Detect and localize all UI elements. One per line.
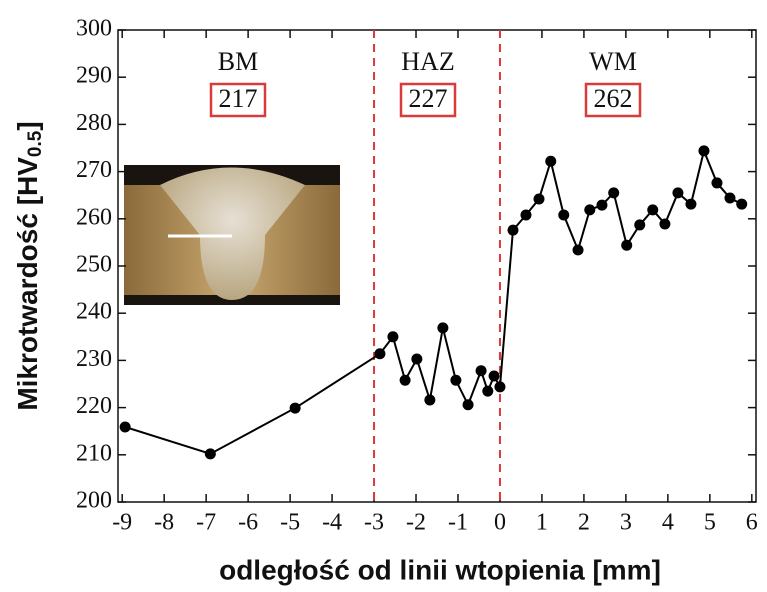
data-point	[672, 187, 684, 199]
data-point	[647, 204, 659, 216]
data-line	[124, 147, 743, 455]
x-tick-label: 3	[620, 510, 632, 536]
x-tick-label: 5	[704, 510, 716, 536]
x-tick-label: -4	[322, 510, 342, 536]
y-tick-label: 240	[76, 299, 112, 325]
data-point	[475, 365, 487, 377]
x-tick-label: 6	[746, 510, 758, 536]
zone-label: HAZ	[401, 47, 454, 76]
data-point	[374, 348, 386, 360]
zone-value: 227	[409, 84, 448, 113]
data-point	[584, 204, 596, 216]
zone-value-box	[209, 82, 267, 118]
y-axis-title: Mikrotwardość [HV0.5]	[12, 121, 46, 410]
data-point	[520, 209, 532, 221]
data-point	[698, 145, 710, 157]
data-point	[621, 239, 633, 251]
data-point	[462, 399, 474, 411]
data-point	[411, 353, 423, 365]
y-tick-label: 220	[76, 393, 112, 419]
x-tick-label: 4	[662, 510, 674, 536]
data-point	[711, 177, 723, 189]
inset-photo	[124, 165, 340, 305]
data-point	[736, 198, 748, 210]
x-tick-label: -9	[112, 510, 132, 536]
y-tick-label: 200	[76, 488, 112, 514]
data-point	[494, 381, 506, 393]
data-point	[482, 385, 494, 397]
x-tick-label: 2	[578, 510, 590, 536]
data-point	[437, 322, 449, 334]
y-title-main: Mikrotwardość [HV	[12, 157, 43, 411]
data-point	[533, 193, 545, 205]
data-point	[204, 448, 216, 460]
y-tick-label: 230	[76, 346, 112, 372]
data-point	[724, 192, 736, 204]
data-point	[634, 219, 646, 231]
x-tick-label: -5	[280, 510, 300, 536]
data-point	[507, 224, 519, 236]
y-tick-label: 270	[76, 157, 112, 183]
x-tick-label: -3	[364, 510, 384, 536]
data-point	[488, 370, 500, 382]
x-tick-label: -8	[154, 510, 174, 536]
data-point	[558, 209, 570, 221]
zone-value: 217	[219, 84, 258, 113]
x-tick-label: 0	[494, 510, 506, 536]
zone-value-box	[584, 82, 642, 118]
zone-label: WM	[589, 47, 637, 76]
zone-label: BM	[218, 47, 258, 76]
x-tick-label: -6	[238, 510, 258, 536]
x-axis-title: odległość od linii wtopienia [mm]	[219, 554, 661, 585]
x-tick-label: -1	[448, 510, 468, 536]
x-tick-label: -2	[406, 510, 426, 536]
x-tick-label: -7	[196, 510, 216, 536]
y-tick-label: 300	[76, 16, 112, 42]
zone-value: 262	[594, 84, 633, 113]
y-tick-label: 290	[76, 63, 112, 89]
data-point	[119, 421, 131, 433]
y-tick-label: 280	[76, 110, 112, 136]
zone-value-box	[399, 82, 457, 118]
y-tick-label: 250	[76, 252, 112, 278]
data-point	[399, 374, 411, 386]
data-point	[572, 244, 584, 256]
data-point	[450, 374, 462, 386]
data-point	[659, 218, 671, 230]
data-point	[289, 402, 301, 414]
y-title-sub: 0.5	[25, 130, 46, 157]
data-point	[608, 187, 620, 199]
data-point	[424, 394, 436, 406]
y-tick-label: 260	[76, 204, 112, 230]
x-tick-label: 1	[536, 510, 548, 536]
data-point	[387, 331, 399, 343]
data-point	[685, 198, 697, 210]
y-title-end: ]	[12, 121, 43, 130]
y-tick-label: 210	[76, 440, 112, 466]
data-point	[545, 155, 557, 167]
data-point	[596, 199, 608, 211]
